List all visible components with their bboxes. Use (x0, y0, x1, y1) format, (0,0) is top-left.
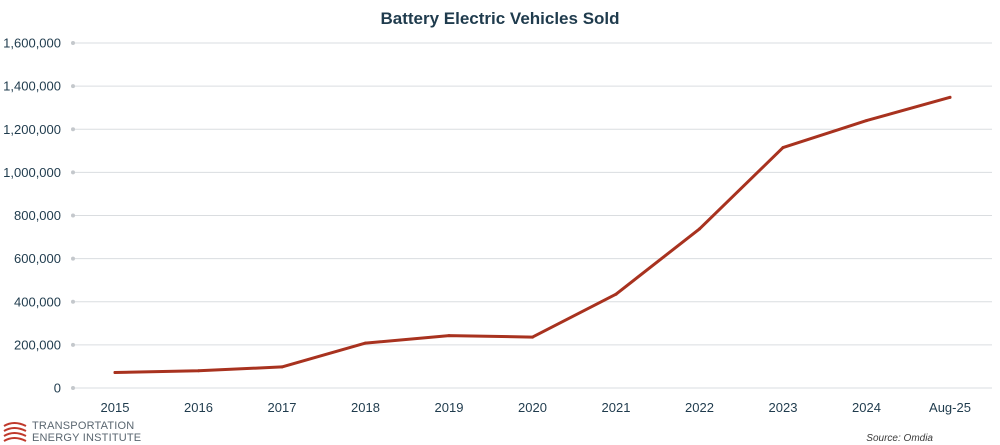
y-tick-mark (71, 41, 75, 45)
x-tick-label: 2015 (101, 400, 130, 415)
x-tick-label: 2020 (518, 400, 547, 415)
y-tick-mark (71, 127, 75, 132)
y-tick-mark (71, 170, 75, 175)
y-tick-label: 1,200,000 (3, 122, 61, 137)
data-point (113, 370, 117, 374)
data-point (280, 365, 284, 369)
x-tick-label: 2021 (602, 400, 631, 415)
y-tick-label: 0 (54, 381, 61, 396)
y-tick-mark (71, 386, 75, 390)
x-tick-label: 2016 (184, 400, 213, 415)
data-point (781, 146, 785, 150)
data-point (865, 119, 868, 123)
y-tick-mark (71, 84, 75, 89)
y-tick-mark (71, 213, 75, 218)
logo-line-2: ENERGY INSTITUTE (32, 432, 141, 444)
x-tick-label: 2024 (852, 400, 881, 415)
x-tick-label: Aug-25 (929, 400, 971, 415)
y-tick-mark (71, 342, 75, 347)
x-tick-label: 2023 (769, 400, 798, 415)
y-tick-label: 1,000,000 (3, 165, 61, 180)
data-point (698, 227, 701, 231)
y-tick-mark (71, 299, 75, 304)
y-tick-label: 200,000 (14, 337, 61, 352)
x-axis-ticks: 2015 2016 2017 2018 2019 2020 2021 2022 2023 2024… (101, 400, 971, 415)
series-line (113, 95, 952, 374)
data-point (197, 369, 200, 373)
logo-line-1: TRANSPORTATION (32, 420, 134, 432)
data-point (948, 95, 952, 99)
data-point (364, 341, 367, 345)
x-tick-label: 2017 (268, 400, 297, 415)
y-tick-label: 800,000 (14, 208, 61, 223)
source-note: Source: Omdia (866, 433, 933, 444)
y-tick-label: 1,600,000 (3, 36, 61, 51)
transportation-energy-institute-logo: TRANSPORTATION ENERGY INSTITUTE (3, 420, 141, 444)
logo-mark-icon (3, 422, 27, 442)
x-tick-label: 2018 (351, 400, 380, 415)
y-tick-mark (71, 256, 75, 261)
y-tick-label: 600,000 (14, 251, 61, 266)
series-layer (113, 95, 952, 374)
data-point (531, 335, 534, 339)
gridlines (73, 42, 992, 389)
y-tick-label: 1,400,000 (3, 79, 61, 94)
data-point (614, 292, 618, 296)
x-tick-label: 2022 (685, 400, 714, 415)
x-tick-label: 2019 (435, 400, 464, 415)
y-tick-label: 400,000 (14, 294, 61, 309)
data-point (447, 334, 451, 338)
chart-title: Battery Electric Vehicles Sold (380, 9, 619, 28)
y-axis-ticks: 0 200,000 400,000 600,000 800,000 1,000,000 1,… (3, 36, 75, 396)
